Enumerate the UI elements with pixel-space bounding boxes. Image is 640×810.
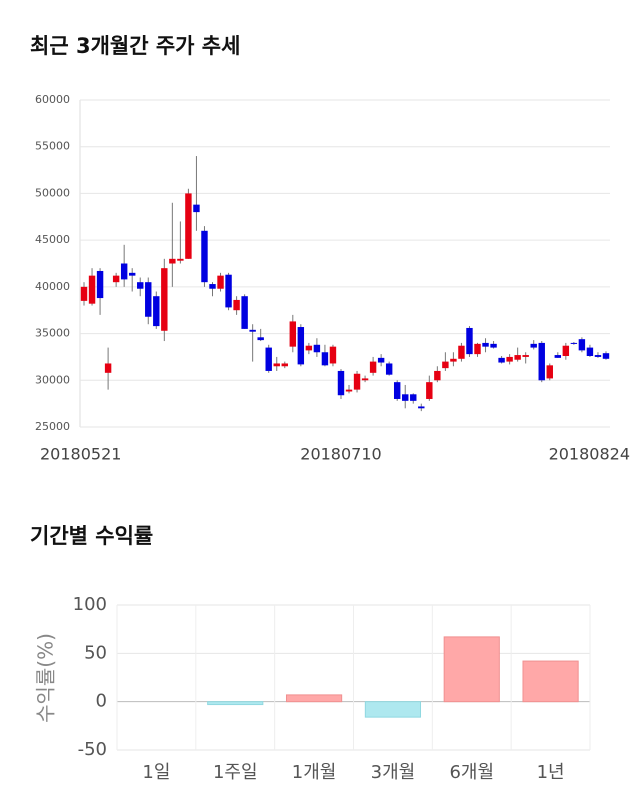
x-tick-label: 20180824: [549, 445, 630, 464]
candle-body: [209, 284, 216, 289]
candle-body: [377, 357, 385, 363]
candle-body: [482, 342, 489, 347]
candle-body: [369, 361, 377, 373]
x-tick-label: 20180521: [40, 445, 121, 464]
candle-body: [321, 352, 329, 366]
candle-body: [273, 363, 280, 367]
candle-body: [201, 230, 208, 283]
candle-body: [337, 370, 345, 396]
candle-body: [249, 329, 256, 332]
y-tick-label: 50000: [35, 186, 70, 199]
candle-body: [185, 193, 192, 259]
candle-body: [177, 258, 184, 261]
y-tick-label: -50: [78, 739, 107, 760]
x-tick-label: 20180710: [300, 445, 381, 464]
candle-body: [490, 343, 497, 348]
candle-body: [562, 345, 570, 356]
candle-body: [241, 296, 248, 329]
candle-body: [329, 346, 337, 364]
candle-body: [120, 263, 128, 280]
bar: [364, 701, 422, 718]
candle-body: [594, 355, 602, 357]
candle-body: [361, 378, 369, 381]
candle-body: [466, 327, 473, 355]
candle-body: [345, 389, 353, 392]
candle-body: [225, 274, 232, 308]
candle-body: [506, 356, 513, 362]
candle-body: [554, 355, 562, 358]
bar: [443, 636, 500, 703]
candle-body: [586, 347, 594, 356]
candle-body: [538, 342, 545, 381]
candle-body: [193, 204, 200, 213]
x-tick-label: 1일: [142, 762, 170, 783]
candle-body: [281, 363, 288, 367]
candle-body: [530, 343, 537, 348]
y-tick-label: 25000: [35, 420, 70, 433]
candle-body: [602, 353, 610, 359]
bar: [285, 694, 343, 703]
chart-title: 기간별 수익률: [30, 524, 153, 548]
bar: [522, 660, 579, 703]
candle-body: [426, 382, 433, 399]
x-tick-label: 1개월: [292, 762, 337, 783]
candle-body: [353, 373, 361, 390]
y-tick-label: 60000: [35, 93, 70, 106]
candle-body: [137, 282, 144, 289]
candle-body: [442, 361, 449, 369]
candle-body: [474, 343, 481, 355]
candle-body: [522, 355, 529, 357]
bar: [207, 701, 264, 706]
x-tick-label: 1주일: [213, 762, 258, 783]
candle-body: [546, 365, 553, 379]
y-tick-label: 100: [73, 594, 107, 615]
x-tick-label: 1년: [537, 762, 565, 783]
y-axis-label: 수익률(%): [34, 633, 58, 723]
y-tick-label: 50: [84, 642, 107, 663]
candle-body: [80, 286, 88, 301]
candle-body: [418, 406, 425, 409]
candle-body: [128, 272, 136, 276]
candle-body: [169, 258, 176, 264]
y-tick-label: 35000: [35, 327, 70, 340]
candle-body: [289, 321, 297, 347]
candle-body: [257, 337, 264, 341]
candle-body: [450, 358, 457, 362]
chart-title: 최근 3개월간 주가 추세: [30, 34, 240, 58]
candle-body: [410, 394, 417, 401]
candle-body: [265, 347, 272, 371]
candle-body: [153, 296, 160, 327]
candle-body: [104, 363, 112, 373]
candle-body: [402, 394, 409, 401]
candle-body: [514, 355, 521, 360]
candle-body: [498, 357, 505, 363]
y-tick-label: 55000: [35, 140, 70, 153]
candle-body: [161, 268, 168, 331]
candle-body: [112, 275, 120, 283]
candle-body: [393, 382, 401, 399]
candle-body: [96, 270, 104, 299]
x-tick-label: 6개월: [449, 762, 494, 783]
y-tick-label: 0: [96, 691, 107, 712]
x-tick-label: 3개월: [371, 762, 416, 783]
y-tick-label: 45000: [35, 233, 70, 246]
candle-body: [217, 275, 224, 289]
candle-body: [297, 327, 305, 365]
y-tick-label: 30000: [35, 373, 70, 386]
candle-body: [88, 275, 96, 304]
candle-body: [458, 345, 465, 359]
candle-body: [305, 345, 313, 351]
candle-body: [145, 282, 152, 317]
candle-body: [233, 299, 240, 311]
y-tick-label: 40000: [35, 280, 70, 293]
candle-body: [570, 342, 578, 344]
candle-body: [385, 363, 393, 375]
candle-body: [578, 339, 586, 351]
candle-body: [434, 370, 441, 381]
candle-body: [313, 344, 321, 353]
